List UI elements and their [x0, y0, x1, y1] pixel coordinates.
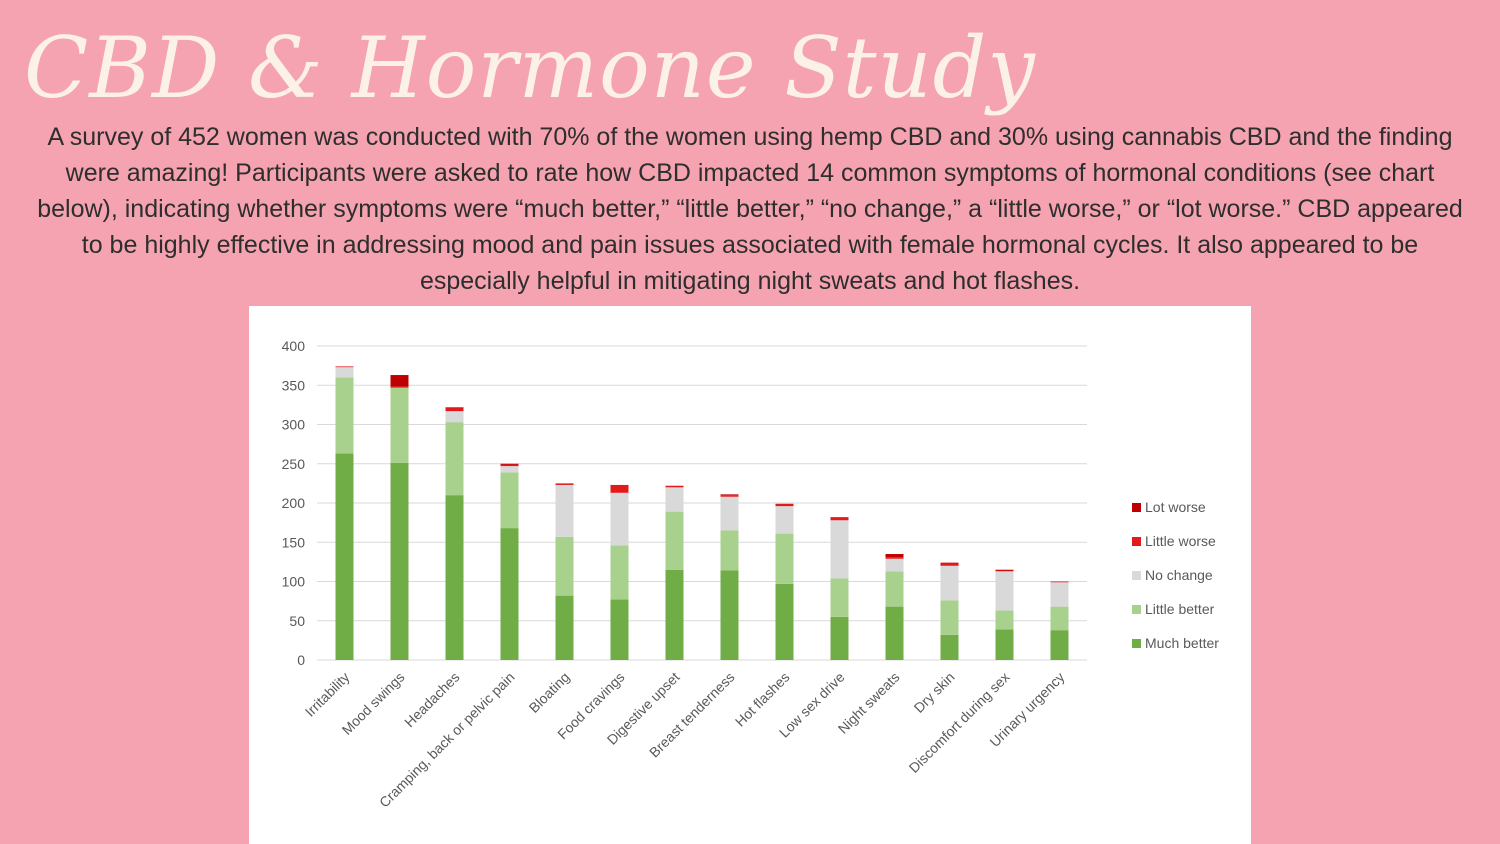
- bar-segment-little-worse: [335, 366, 354, 368]
- bar-segment-much-better: [665, 569, 684, 660]
- bar-segment-little-better: [390, 387, 409, 463]
- bar-segment-little-worse: [500, 464, 519, 467]
- bar-segment-lot-worse: [500, 463, 519, 465]
- y-tick-label: 200: [282, 495, 306, 511]
- y-tick-label: 100: [282, 574, 306, 590]
- x-tick-label: Discomfort during sex: [906, 669, 1013, 776]
- gridlines: [317, 345, 1087, 661]
- bar-segment-little-better: [720, 530, 739, 571]
- y-tick-label: 300: [282, 417, 306, 433]
- bar-segment-much-better: [940, 634, 959, 660]
- bar-segment-much-better: [445, 495, 464, 660]
- bar-segment-no-change: [720, 496, 739, 531]
- stacked-bar-chart: 0 50 100 150 200 250 300 350 400 IrritabilityMoo…: [282, 338, 1220, 811]
- bar-segment-little-worse: [1050, 581, 1069, 583]
- bar-segment-little-better: [885, 571, 904, 607]
- legend-swatch: [1132, 537, 1141, 546]
- bar-segment-much-better: [390, 462, 409, 660]
- bar-segment-little-worse: [720, 495, 739, 497]
- bar-segment-lot-worse: [720, 494, 739, 496]
- bar-segment-little-better: [610, 545, 629, 600]
- bar-segment-no-change: [610, 492, 629, 546]
- bar-segment-little-worse: [665, 485, 684, 488]
- bar-segment-little-better: [775, 533, 794, 584]
- bar-segment-no-change: [500, 466, 519, 473]
- y-tick-label: 250: [282, 456, 306, 472]
- bar-segment-little-better: [335, 377, 354, 454]
- bar-segment-little-worse: [885, 557, 904, 559]
- bar-segment-no-change: [555, 484, 574, 537]
- bar-segment-little-better: [500, 472, 519, 529]
- y-tick-label: 0: [297, 652, 305, 668]
- bar-segment-no-change: [665, 487, 684, 512]
- bar-segment-little-worse: [610, 484, 629, 493]
- bar-segment-little-worse: [555, 483, 574, 485]
- y-tick-label: 350: [282, 377, 306, 393]
- bar-segment-much-better: [500, 528, 519, 660]
- page-title: CBD & Hormone Study: [24, 19, 1036, 117]
- y-axis-ticks: 0 50 100 150 200 250 300 350 400: [282, 338, 306, 668]
- bars: [335, 366, 1069, 660]
- bar-segment-much-better: [830, 616, 849, 660]
- x-tick-label: Dry skin: [911, 669, 958, 716]
- bar-segment-no-change: [940, 565, 959, 601]
- bar-segment-lot-worse: [995, 569, 1014, 571]
- x-tick-label: Irritability: [302, 669, 353, 720]
- bar-segment-much-better: [610, 599, 629, 660]
- legend-swatch: [1132, 605, 1141, 614]
- bar-segment-little-better: [445, 422, 464, 496]
- bar-segment-no-change: [445, 411, 464, 423]
- bar-segment-much-better: [555, 595, 574, 660]
- bar-segment-much-better: [995, 629, 1014, 660]
- x-tick-label: Bloating: [526, 669, 573, 716]
- chart-card: 0 50 100 150 200 250 300 350 400 Irritability Moo…: [249, 306, 1251, 844]
- study-description: A survey of 452 women was conducted with…: [37, 123, 1463, 295]
- bar-segment-lot-worse: [940, 562, 959, 564]
- bar-segment-little-better: [665, 511, 684, 570]
- bar-segment-little-better: [940, 600, 959, 635]
- bar-segment-no-change: [775, 506, 794, 534]
- legend-label: Little better: [1145, 601, 1215, 617]
- y-tick-label: 400: [282, 338, 306, 354]
- bar-segment-no-change: [830, 520, 849, 579]
- bar-segment-much-better: [720, 570, 739, 660]
- legend-label: Lot worse: [1145, 499, 1206, 515]
- bar-segment-little-worse: [445, 407, 464, 412]
- bar-segment-little-better: [555, 536, 574, 596]
- bar-segment-little-better: [830, 578, 849, 617]
- bar-segment-no-change: [335, 367, 354, 378]
- legend-label: Little worse: [1145, 533, 1216, 549]
- bar-segment-lot-worse: [390, 375, 409, 387]
- legend-label: No change: [1145, 567, 1213, 583]
- legend-label: Much better: [1145, 635, 1219, 651]
- bar-segment-little-better: [1050, 606, 1069, 631]
- legend-swatch: [1132, 503, 1141, 512]
- bar-segment-little-better: [995, 610, 1014, 630]
- bar-segment-no-change: [995, 571, 1014, 611]
- bar-segment-little-worse: [995, 570, 1014, 572]
- y-tick-label: 150: [282, 534, 306, 550]
- bar-segment-little-worse: [390, 386, 409, 388]
- bar-segment-much-better: [885, 606, 904, 660]
- chart-legend: Lot worse Little worse No change Little bet…: [1132, 499, 1219, 651]
- y-tick-label: 50: [289, 613, 305, 629]
- bar-segment-little-worse: [830, 517, 849, 521]
- bar-segment-no-change: [885, 558, 904, 572]
- bar-segment-lot-worse: [885, 554, 904, 558]
- bar-segment-much-better: [775, 583, 794, 660]
- bar-segment-little-worse: [940, 563, 959, 566]
- bar-segment-much-better: [335, 453, 354, 660]
- legend-swatch: [1132, 639, 1141, 648]
- bar-segment-little-worse: [775, 503, 794, 507]
- legend-swatch: [1132, 571, 1141, 580]
- bar-segment-no-change: [1050, 582, 1069, 607]
- bar-segment-much-better: [1050, 630, 1069, 660]
